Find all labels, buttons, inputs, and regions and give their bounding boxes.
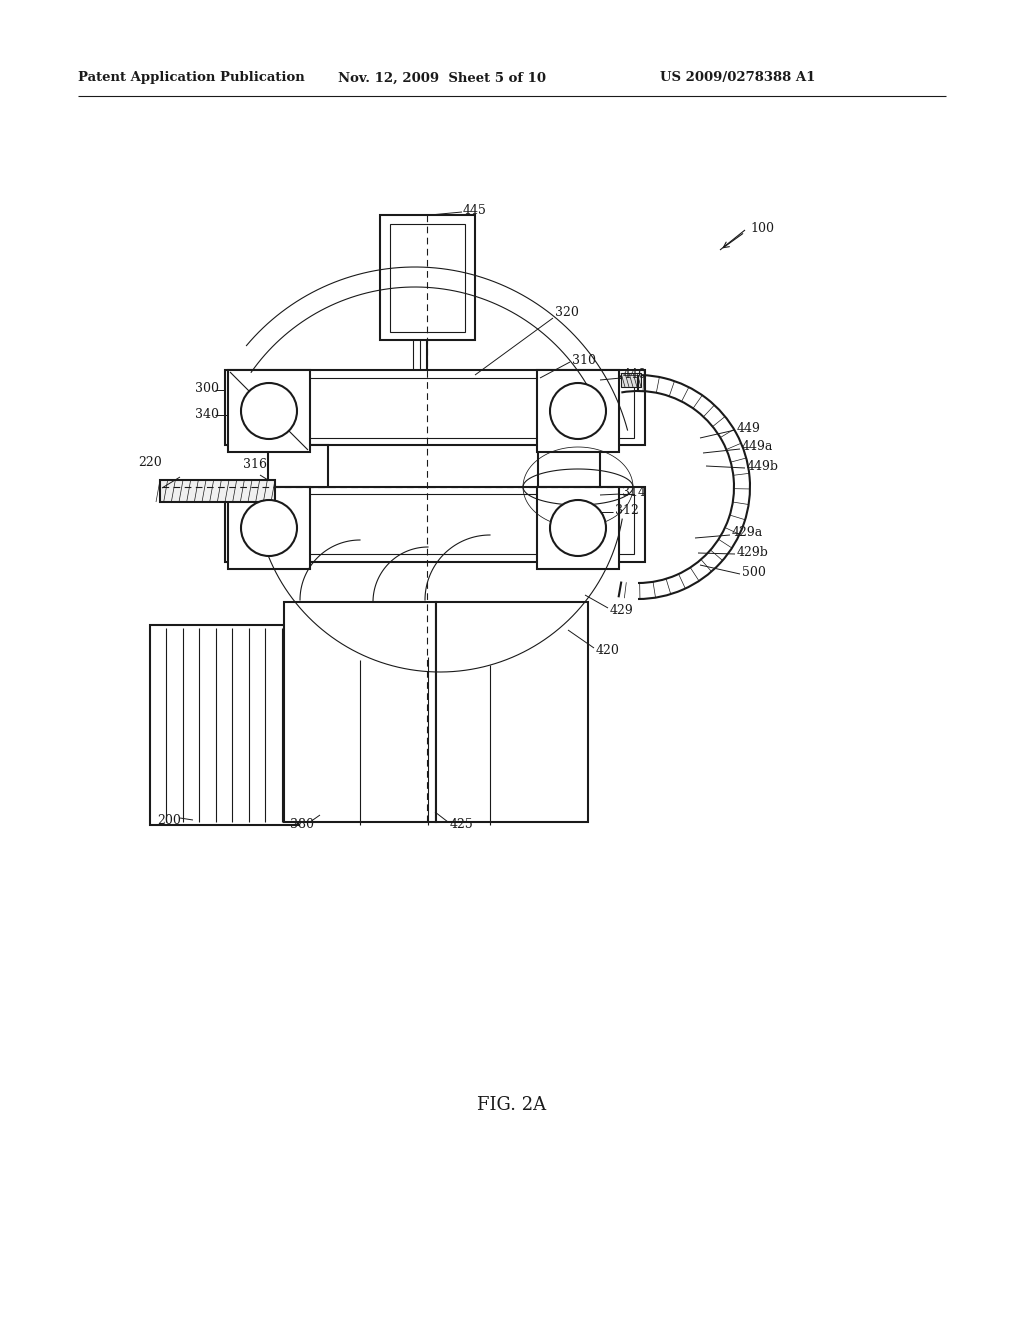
Text: 429a: 429a (732, 527, 763, 540)
Text: 100: 100 (750, 222, 774, 235)
Text: 310: 310 (572, 354, 596, 367)
Text: 429b: 429b (737, 545, 769, 558)
Text: US 2009/0278388 A1: US 2009/0278388 A1 (660, 71, 815, 84)
Bar (537, 370, 618, 451)
Text: Nov. 12, 2009  Sheet 5 of 10: Nov. 12, 2009 Sheet 5 of 10 (338, 71, 546, 84)
Bar (538, 445, 600, 487)
Circle shape (241, 383, 297, 440)
Text: 200: 200 (157, 813, 181, 826)
Text: 425: 425 (450, 818, 474, 832)
Bar (228, 370, 310, 451)
Bar (236, 378, 634, 438)
Bar (225, 487, 645, 562)
Circle shape (550, 383, 606, 440)
Bar (160, 480, 275, 502)
Text: 300: 300 (195, 381, 219, 395)
Text: 449: 449 (737, 421, 761, 434)
Text: 320: 320 (555, 305, 579, 318)
Bar (268, 445, 328, 487)
Bar (236, 494, 634, 554)
Bar (390, 224, 465, 333)
Text: 449a: 449a (742, 441, 773, 454)
Text: 449b: 449b (746, 459, 779, 473)
Text: Patent Application Publication: Patent Application Publication (78, 71, 305, 84)
Bar (225, 370, 645, 445)
Text: 380: 380 (290, 818, 314, 832)
Text: 420: 420 (596, 644, 620, 656)
Text: 445: 445 (463, 203, 486, 216)
Bar (150, 624, 298, 825)
Text: 340: 340 (195, 408, 219, 421)
Text: FIG. 2A: FIG. 2A (477, 1096, 547, 1114)
Circle shape (241, 500, 297, 556)
Text: 440: 440 (623, 368, 647, 381)
Bar (436, 602, 588, 822)
Circle shape (550, 500, 606, 556)
Bar (284, 602, 436, 822)
Bar (380, 215, 475, 341)
Text: 312: 312 (615, 503, 639, 516)
Bar (228, 487, 310, 569)
Bar (537, 487, 618, 569)
Text: 429: 429 (610, 603, 634, 616)
Text: 500: 500 (742, 565, 766, 578)
Text: 314: 314 (622, 486, 646, 499)
Text: 316: 316 (243, 458, 267, 471)
Bar (621, 374, 641, 387)
Text: 220: 220 (138, 455, 162, 469)
